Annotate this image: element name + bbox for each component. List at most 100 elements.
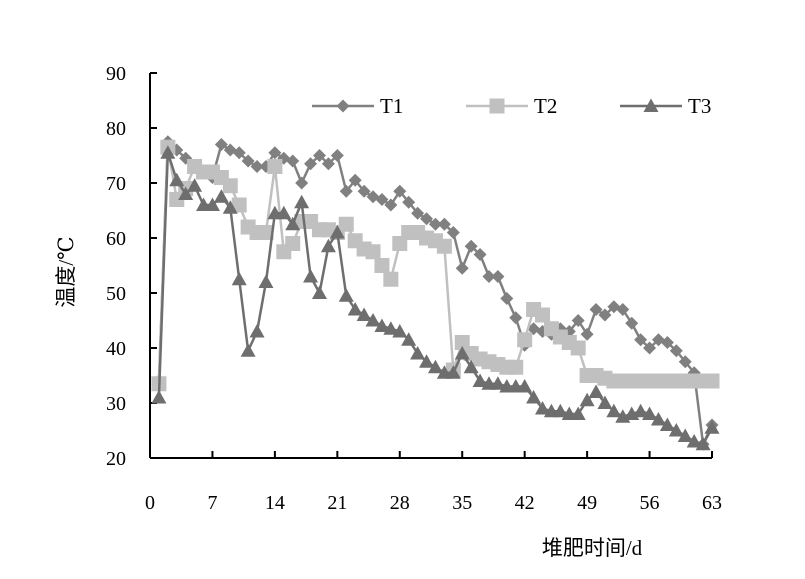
data-point-t2: [535, 307, 551, 323]
data-point-t2: [365, 244, 381, 260]
legend-item-t3: T3: [620, 94, 711, 118]
data-point-t2: [383, 271, 399, 287]
data-point-t3: [338, 288, 354, 302]
x-tick-label: 49: [577, 492, 597, 514]
series-layer: [151, 135, 720, 451]
data-point-t3: [659, 417, 675, 431]
data-point-t3: [597, 395, 613, 409]
y-tick-label: 80: [106, 118, 126, 140]
data-point-t3: [151, 390, 167, 404]
x-tick-label: 21: [327, 492, 347, 514]
data-point-t1: [589, 303, 603, 316]
data-point-t1: [286, 154, 300, 168]
data-point-t1: [625, 316, 639, 330]
legend-label: T3: [688, 94, 711, 118]
data-point-t2: [704, 373, 720, 389]
data-point-t3: [276, 205, 292, 220]
data-point-t3: [303, 269, 319, 283]
y-tick-label: 40: [106, 338, 126, 360]
legend: T1 T2 T3: [312, 94, 711, 118]
data-point-t1: [375, 193, 389, 206]
data-point-t3: [472, 373, 488, 387]
x-axis-title: 堆肥时间/d: [542, 536, 643, 560]
data-point-t1: [634, 333, 648, 347]
x-tick-label: 7: [207, 492, 217, 514]
data-point-t1: [509, 311, 523, 325]
data-point-t3: [650, 412, 666, 426]
legend-item-t1: T1: [312, 94, 403, 118]
data-point-t3: [249, 324, 265, 338]
data-point-t3: [686, 434, 702, 448]
data-point-t1: [268, 146, 282, 160]
data-point-t1: [304, 157, 318, 171]
data-point-t3: [311, 285, 327, 299]
data-point-t3: [347, 302, 363, 316]
data-point-t3: [552, 403, 568, 418]
data-point-t3: [240, 343, 256, 357]
data-point-t2: [508, 359, 524, 375]
data-point-t3: [668, 423, 684, 437]
data-point-t3: [204, 197, 220, 211]
data-point-t1: [491, 270, 505, 283]
data-point-t3: [526, 390, 542, 404]
data-point-t3: [579, 392, 595, 407]
data-point-t3: [704, 420, 720, 434]
data-point-t3: [392, 324, 408, 338]
data-point-t2: [436, 238, 452, 254]
legend-marker: [489, 98, 505, 114]
x-tick-label: 63: [702, 492, 722, 514]
data-point-t1: [660, 336, 674, 349]
data-point-t3: [285, 216, 301, 231]
data-point-t3: [356, 307, 372, 321]
data-point-t1: [393, 184, 407, 198]
data-point-t3: [517, 379, 533, 393]
data-point-t3: [401, 332, 417, 346]
data-point-t1: [330, 149, 344, 162]
data-point-t3: [642, 406, 658, 420]
data-point-t1: [598, 308, 612, 322]
data-point-t3: [169, 172, 185, 187]
data-point-t2: [267, 159, 283, 174]
y-tick-label: 50: [106, 283, 126, 305]
legend-marker: [643, 98, 659, 112]
data-point-t3: [187, 178, 203, 192]
series-line-t2: [157, 146, 712, 384]
data-point-t1: [312, 149, 326, 162]
y-axis-title: 温度/℃: [54, 236, 78, 307]
data-point-t1: [420, 212, 434, 226]
y-tick-label: 70: [106, 173, 126, 195]
data-point-t3: [677, 428, 693, 442]
data-point-t3: [160, 145, 176, 159]
data-point-t3: [454, 346, 470, 360]
data-point-t2: [285, 236, 301, 251]
y-tick-label: 20: [106, 448, 126, 470]
data-point-t3: [633, 403, 649, 418]
data-point-t1: [214, 138, 228, 151]
x-tick-label: 28: [390, 492, 410, 514]
data-point-t1: [482, 270, 496, 283]
data-point-t1: [428, 217, 442, 231]
data-point-t2: [222, 178, 238, 194]
data-point-t1: [295, 176, 309, 190]
data-point-t1: [241, 154, 255, 168]
data-point-t1: [348, 173, 362, 187]
axes: 20 30 40 50 60 70 80 90 0 7 14 21 28 35 42 49 56 63: [106, 63, 722, 514]
data-point-t1: [616, 303, 630, 316]
data-point-t3: [606, 403, 622, 418]
legend-marker: [336, 99, 350, 113]
legend-label: T1: [380, 94, 403, 118]
data-point-t3: [258, 274, 274, 288]
data-point-t2: [338, 216, 354, 232]
data-point-t2: [374, 258, 390, 273]
x-tick-label: 35: [452, 492, 472, 514]
data-point-t3: [695, 436, 711, 451]
data-point-t2: [570, 340, 586, 356]
data-point-t3: [535, 401, 551, 415]
data-point-t1: [437, 217, 451, 231]
x-tick-label: 56: [640, 492, 660, 514]
data-point-t1: [678, 355, 692, 369]
y-tick-label: 90: [106, 63, 126, 85]
data-point-t3: [294, 194, 310, 209]
data-point-t3: [419, 354, 435, 368]
